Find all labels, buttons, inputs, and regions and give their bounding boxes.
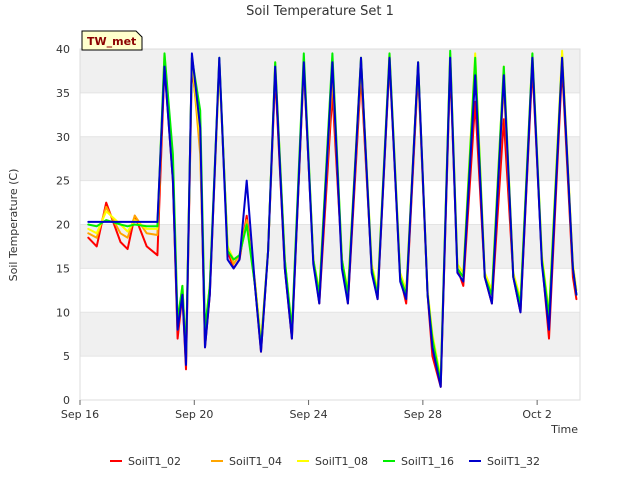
x-tick-label: Oct 2 xyxy=(522,408,552,421)
legend-item-soilt1-16: SoilT1_16 xyxy=(383,455,454,468)
legend-item-soilt1-08: SoilT1_08 xyxy=(297,455,368,468)
legend-label: SoilT1_32 xyxy=(487,455,540,468)
y-tick-label: 0 xyxy=(63,394,70,407)
chart-title: Soil Temperature Set 1 xyxy=(246,4,394,19)
legend-label: SoilT1_02 xyxy=(128,455,181,468)
x-tick-label: Sep 20 xyxy=(175,408,213,421)
x-tick-label: Sep 16 xyxy=(61,408,99,421)
series-lines xyxy=(87,49,578,388)
legend-item-soilt1-02: SoilT1_02 xyxy=(110,455,181,468)
x-axis: Sep 16 Sep 20 Sep 24 Sep 28 Oct 2 xyxy=(61,400,552,421)
legend-label: SoilT1_04 xyxy=(229,455,282,468)
y-axis-label: Soil Temperature (C) xyxy=(7,169,20,282)
y-tick-label: 35 xyxy=(56,87,70,100)
grid-band xyxy=(80,312,580,357)
plot-frame xyxy=(79,48,581,401)
legend-label: SoilT1_08 xyxy=(315,455,368,468)
series-line-soilt1-32 xyxy=(87,52,578,388)
badge-box xyxy=(81,30,143,51)
legend-label: SoilT1_16 xyxy=(401,455,454,468)
tw-met-badge: TW_met xyxy=(81,30,143,51)
x-tick-label: Sep 24 xyxy=(289,408,327,421)
x-axis-label: Time xyxy=(550,423,578,436)
y-tick-label: 15 xyxy=(56,262,70,275)
badge-label: TW_met xyxy=(87,35,136,48)
y-tick-label: 10 xyxy=(56,306,70,319)
y-tick-label: 40 xyxy=(56,43,70,56)
legend-item-soilt1-04: SoilT1_04 xyxy=(211,455,282,468)
y-tick-label: 5 xyxy=(63,350,70,363)
y-axis: 0 5 10 15 20 25 30 35 40 xyxy=(56,43,70,407)
y-tick-label: 25 xyxy=(56,175,70,188)
y-tick-label: 30 xyxy=(56,131,70,144)
x-tick-label: Sep 28 xyxy=(404,408,442,421)
y-tick-label: 20 xyxy=(56,219,70,232)
legend-item-soilt1-32: SoilT1_32 xyxy=(469,455,540,468)
legend: SoilT1_02 SoilT1_04 SoilT1_08 SoilT1_16 Soil… xyxy=(110,455,540,468)
grid-band xyxy=(80,224,580,269)
